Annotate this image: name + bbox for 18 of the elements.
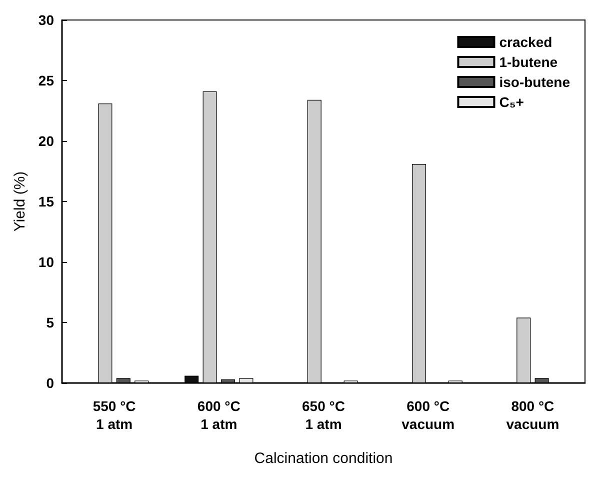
y-axis-title: Yield (%) — [12, 171, 29, 232]
y-tick-label: 5 — [46, 314, 54, 330]
y-tick-label: 25 — [38, 72, 54, 88]
legend-label: cracked — [499, 34, 552, 50]
x-tick-label: 550 °C 1 atm — [92, 398, 136, 432]
legend-label: C₅+ — [499, 94, 524, 110]
y-tick-label: 20 — [38, 133, 54, 149]
legend-label: iso-butene — [499, 74, 570, 90]
y-tick-label: 15 — [38, 194, 54, 210]
x-tick-label: 800 °C vacuum — [506, 398, 560, 432]
legend-label: 1-butene — [499, 54, 558, 70]
x-tick-label: 650 °C 1 atm — [302, 398, 345, 432]
y-tick-label: 0 — [46, 375, 54, 391]
x-tick-label: 600 °C 1 atm — [197, 398, 240, 432]
x-tick-label: 600 °C vacuum — [402, 398, 455, 432]
y-tick-label: 10 — [38, 254, 54, 270]
y-tick-label: 30 — [38, 12, 54, 28]
x-axis-title: Calcination condition — [254, 450, 393, 467]
